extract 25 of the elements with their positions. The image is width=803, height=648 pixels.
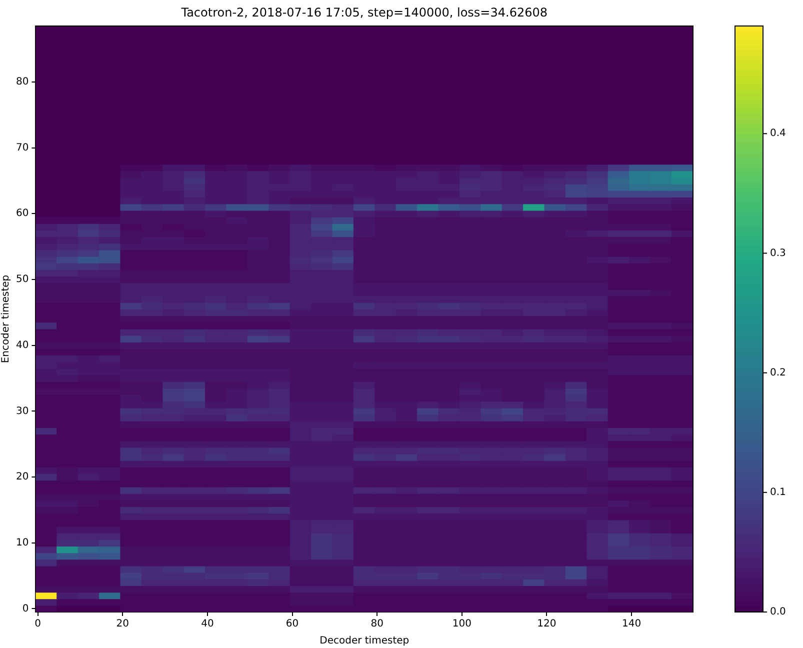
color-bar-label: 0.4 [770,128,786,140]
color-bar-label: 0.3 [770,248,786,259]
y-tick-label: 60 [16,208,29,220]
x-tick-label: 100 [452,618,472,630]
x-tick-label: 0 [34,618,42,630]
x-tick-label: 60 [286,618,299,630]
y-tick-label: 50 [16,274,29,286]
x-tick-label: 20 [116,618,130,630]
y-tick-label: 40 [16,340,29,351]
color-bar-label: 0.2 [770,367,786,378]
x-tick-label: 80 [370,618,384,630]
y-tick-label: 20 [16,472,29,483]
x-tick-label: 140 [622,618,642,630]
x-axis-title: Decoder timestep [320,636,410,647]
y-tick-label: 10 [16,537,29,548]
y-tick-label: 70 [16,142,29,154]
chart-title: Tacotron-2, 2018-07-16 17:05, step=140000, loss=34.62608 [180,5,548,20]
color-bar-label: 0.0 [770,606,786,618]
x-tick-label: 40 [201,618,214,630]
y-axis-title: Encoder timestep [0,274,12,364]
x-tick-label: 120 [537,618,556,630]
y-tick-label: 0 [22,603,29,614]
y-tick-label: 30 [16,406,29,417]
color-bar-label: 0.1 [770,487,786,498]
y-tick-label: 80 [16,76,29,88]
